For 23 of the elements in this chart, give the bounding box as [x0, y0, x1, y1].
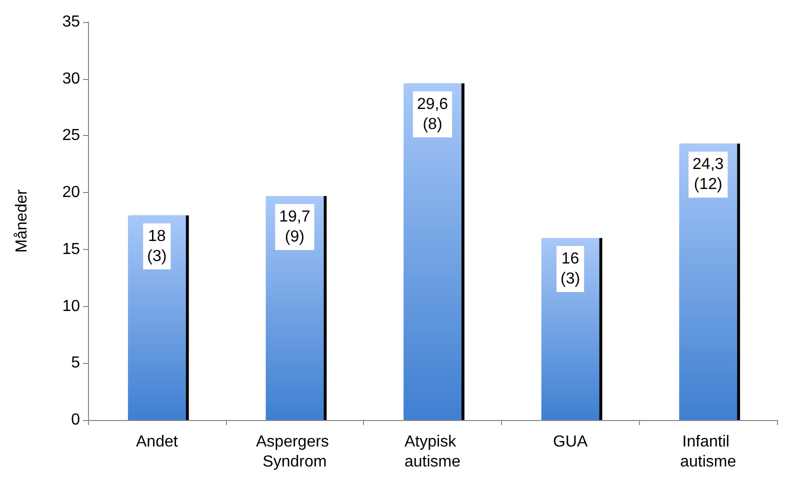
y-axis-title: Måneder [14, 188, 30, 253]
x-tick-label: Atypisk autisme [404, 434, 461, 470]
bar [404, 83, 462, 420]
data-label: 16 (3) [560, 250, 580, 288]
bar [128, 215, 186, 420]
y-tick-label: 5 [71, 354, 80, 372]
bar [679, 144, 738, 420]
y-tick-label: 0 [71, 412, 80, 428]
y-tick-label: 35 [62, 14, 80, 30]
x-tick-label: Infantil autisme [680, 434, 736, 470]
y-tick-label: 15 [62, 240, 80, 258]
x-tick-label: GUA [552, 434, 588, 450]
y-tick-label: 25 [62, 127, 80, 144]
x-tick-label: Aspergers Syndrom [256, 434, 334, 470]
data-label: 19,7 (9) [279, 208, 310, 246]
y-tick-label: 30 [62, 70, 80, 88]
data-label: 29,6 (8) [416, 96, 448, 133]
data-label: 24,3 (12) [692, 156, 724, 194]
x-tick-label: Andet [136, 434, 178, 450]
y-tick-label: 10 [62, 298, 80, 315]
data-label: 18 (3) [147, 228, 167, 265]
y-tick-label: 20 [62, 184, 80, 202]
bar [541, 238, 600, 420]
